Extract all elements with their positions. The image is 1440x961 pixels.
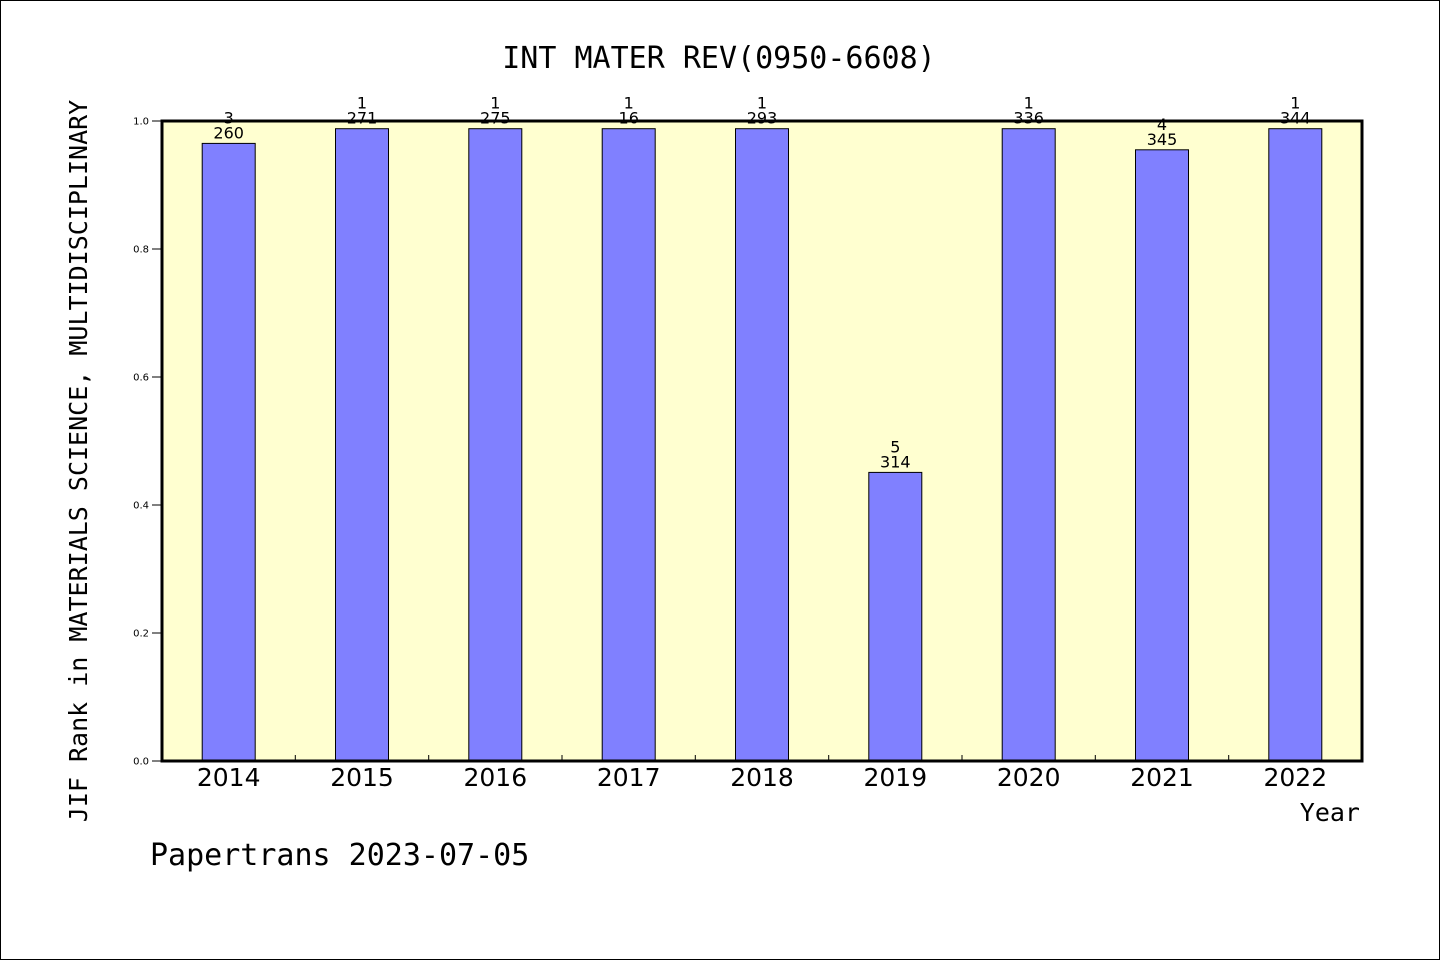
bar-rank-label-2018: 1: [757, 94, 767, 113]
y-axis-label: JIF Rank in MATERIALS SCIENCE, MULTIDISC…: [64, 100, 93, 822]
bar-rank-label-2017: 1: [624, 94, 634, 113]
x-tick-label-2015: 2015: [330, 763, 394, 792]
bar-2014: [201, 142, 256, 762]
x-axis: 2014 2015 2016 2017 2018 2019 2020 2021 2022: [197, 755, 1327, 792]
bar-total-label-2017: 16: [619, 109, 639, 128]
x-tick-label-2021: 2021: [1130, 763, 1194, 792]
plot-border: [160, 119, 1364, 763]
x-tick-label-2016: 2016: [463, 763, 527, 792]
x-tick-label-2017: 2017: [597, 763, 661, 792]
bar-total-label-2019: 314: [880, 452, 911, 471]
bar-2022: [1268, 128, 1323, 762]
x-tick-label-2019: 2019: [863, 763, 927, 792]
x-tick-label-2022: 2022: [1263, 763, 1327, 792]
x-tick-label-2014: 2014: [197, 763, 261, 792]
bar-2018: [735, 128, 789, 762]
bar-2021: [1135, 149, 1189, 762]
bar-2015: [335, 128, 389, 762]
y-tick-label: 0.6: [133, 373, 149, 384]
bar-rank-label-2016: 1: [490, 94, 500, 113]
bar-total-label-2022: 344: [1280, 109, 1311, 128]
bar-total-label-2020: 336: [1013, 109, 1044, 128]
bar-rank-label-2014: 3: [224, 108, 234, 127]
bar-rank-label-2021: 4: [1157, 115, 1167, 134]
y-tick-label: 0.0: [133, 757, 149, 768]
bar-2016: [468, 128, 523, 762]
y-tick-label: 0.4: [133, 501, 149, 512]
bar-total-label-2016: 275: [480, 109, 511, 128]
y-tick-label: 0.2: [133, 629, 149, 640]
bar-rank-label-2022: 1: [1290, 94, 1300, 113]
bar-rank-label-2015: 1: [357, 94, 367, 113]
bar-rank-label-2020: 1: [1024, 94, 1034, 113]
bar-total-label-2015: 271: [347, 109, 378, 128]
x-axis-label: Year: [1300, 798, 1360, 827]
bar-rank-label-2019: 5: [890, 437, 900, 456]
y-axis: 0.0 0.2 0.4 0.6 0.8 1.0: [133, 117, 162, 768]
x-tick-label-2018: 2018: [730, 763, 794, 792]
y-tick-label: 1.0: [133, 117, 149, 128]
bar-total-label-2018: 293: [747, 109, 778, 128]
bar-2019: [868, 471, 923, 762]
y-tick-label: 0.8: [133, 245, 149, 256]
chart-title: INT MATER REV(0950-6608): [502, 41, 935, 76]
x-tick-label-2020: 2020: [997, 763, 1061, 792]
bars-layer: [201, 128, 1323, 762]
bar-2020: [1001, 128, 1056, 762]
bar-2017: [601, 128, 656, 762]
bar-total-label-2021: 345: [1147, 130, 1178, 149]
bar-total-label-2014: 260: [213, 123, 244, 142]
footer-source-date: Papertrans 2023-07-05: [150, 838, 529, 873]
